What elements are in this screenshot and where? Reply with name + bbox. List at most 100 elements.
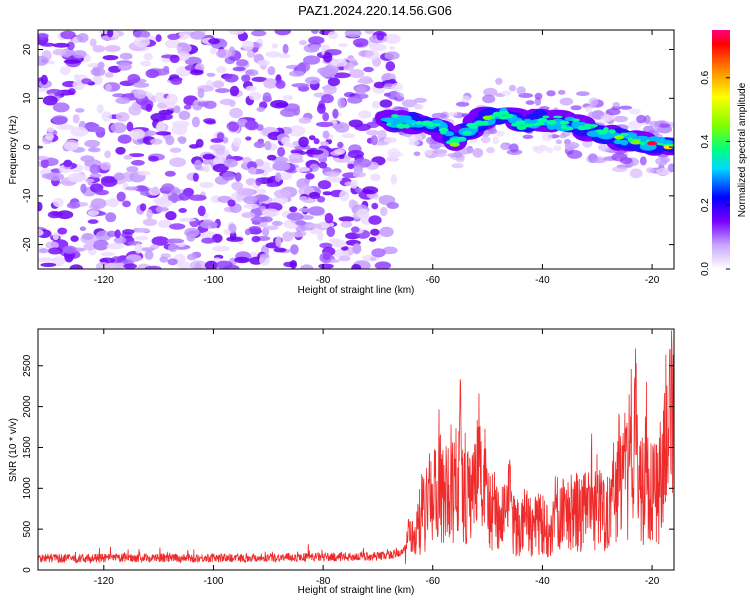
heatmap-noise-blob	[126, 166, 139, 173]
heatmap-noise-blob	[389, 78, 396, 84]
heatmap-noise-blob	[87, 147, 101, 153]
heatmap-track-halo	[413, 151, 421, 157]
heatmap-noise-blob	[52, 197, 64, 208]
heatmap-noise-blob	[73, 74, 81, 81]
heatmap-noise-blob	[93, 239, 109, 251]
heatmap-track-halo	[588, 97, 599, 106]
heatmap-track-halo	[553, 145, 562, 152]
snr-frame	[37, 328, 675, 571]
heatmap-noise-blob	[195, 63, 205, 72]
heatmap-noise-blob	[337, 97, 346, 109]
heatmap-track-cell	[386, 122, 392, 127]
heatmap-noise-blob	[127, 73, 141, 84]
heatmap-noise-blob	[159, 256, 169, 263]
heatmap-noise-blob	[154, 92, 167, 103]
heatmap-noise-blob	[274, 172, 282, 183]
heatmap-noise-blob	[344, 30, 362, 38]
heatmap-noise-blob	[356, 208, 369, 219]
heatmap-noise-blob	[39, 248, 49, 254]
heatmap-noise-blob	[117, 134, 132, 144]
heatmap-noise-blob	[38, 257, 54, 262]
heatmap-noise-blob	[305, 173, 315, 180]
heatmap-noise-blob	[349, 69, 365, 79]
heatmap-noise-blob	[250, 216, 268, 223]
heatmap-noise-blob	[242, 40, 254, 51]
heatmap-noise-blob	[384, 51, 400, 60]
heatmap-noise-blob	[355, 187, 363, 193]
heatmap-noise-blob	[56, 210, 74, 220]
heatmap-noise-blob	[311, 30, 319, 34]
heatmap-signal-peak	[663, 144, 674, 150]
colorbar-label: Normalized spectral amplitude	[737, 82, 748, 217]
heatmap-noise-blob	[251, 76, 268, 82]
heatmap-noise-blob	[384, 33, 401, 44]
heatmap-noise-blob	[134, 185, 148, 192]
heatmap-noise-blob	[229, 107, 244, 119]
heatmap-noise-blob	[243, 195, 258, 205]
heatmap-track-cell	[620, 132, 629, 137]
heatmap-noise-blob	[382, 246, 398, 255]
heatmap-noise-blob	[291, 83, 310, 88]
heatmap-noise-blob	[271, 43, 279, 49]
heatmap-noise-blob	[317, 231, 324, 241]
heatmap-noise-blob	[189, 260, 207, 269]
heatmap-noise-blob	[90, 198, 107, 210]
heatmap-noise-blob	[144, 250, 154, 260]
heatmap-noise-blob	[178, 217, 196, 222]
heatmap-noise-blob	[189, 69, 204, 76]
heatmap-noise-blob	[253, 141, 265, 149]
heatmap-signal-peak	[559, 120, 570, 125]
heatmap-noise-blob	[300, 264, 314, 269]
heatmap-noise-blob	[164, 39, 181, 49]
heatmap-noise-blob	[177, 50, 191, 61]
colorbar-tick-label: 0.6	[700, 70, 711, 84]
heatmap-track-halo	[522, 134, 534, 139]
heatmap-track-halo	[516, 86, 526, 95]
colorbar-scale	[712, 30, 730, 269]
heatmap-track-halo	[657, 123, 671, 128]
heatmap-noise-blob	[114, 229, 121, 239]
heatmap-noise-blob	[151, 236, 169, 246]
heatmap-noise-blob	[56, 124, 75, 130]
heatmap-noise-blob	[273, 189, 291, 199]
snr-x-tick-label: -120	[94, 576, 114, 587]
heatmap-noise-blob	[251, 235, 261, 243]
heatmap-noise-blob	[46, 172, 64, 181]
heatmap-track-cell	[565, 127, 574, 131]
heatmap-noise-blob	[245, 85, 257, 92]
heatmap-noise-blob	[212, 245, 230, 252]
heatmap-noise-blob	[289, 260, 298, 269]
heatmap-noise-blob	[72, 114, 80, 124]
heatmap-noise-blob	[133, 36, 150, 48]
heatmap-noise-blob	[373, 81, 386, 89]
heatmap-noise-blob	[319, 66, 337, 78]
heatmap-noise-blob	[241, 74, 251, 83]
heatmap-noise-blob	[115, 112, 130, 122]
heatmap-noise-blob	[169, 54, 180, 64]
heatmap-noise-blob	[104, 72, 114, 78]
heatmap-noise-blob	[333, 72, 351, 79]
heatmap-noise-blob	[205, 119, 217, 125]
heatmap-noise-blob	[275, 236, 282, 248]
heatmap-noise-blob	[371, 248, 386, 258]
heatmap-noise-blob	[67, 173, 85, 183]
heatmap-noise-blob	[170, 192, 179, 204]
heatmap-track-halo	[605, 108, 621, 116]
heatmap-noise-blob	[234, 256, 250, 264]
heatmap-noise-blob	[228, 100, 236, 107]
heatmap-noise-blob	[173, 105, 181, 114]
heatmap-noise-blob	[166, 93, 178, 105]
heatmap-track-halo	[559, 133, 567, 139]
heatmap-noise-blob	[227, 199, 236, 207]
heatmap-noise-blob	[156, 121, 166, 133]
heatmap-track-cell	[415, 120, 423, 125]
heatmap-noise-blob	[45, 241, 59, 250]
heatmap-track-cell	[474, 120, 484, 126]
heatmap-noise-blob	[38, 33, 49, 40]
heatmap-noise-blob	[265, 51, 282, 58]
heatmap-noise-blob	[318, 263, 334, 269]
heatmap-noise-blob	[376, 32, 385, 41]
heatmap-noise-blob	[370, 228, 380, 236]
heatmap-ylabel: Frequency (Hz)	[8, 116, 19, 185]
heatmap-noise-blob	[106, 230, 117, 238]
